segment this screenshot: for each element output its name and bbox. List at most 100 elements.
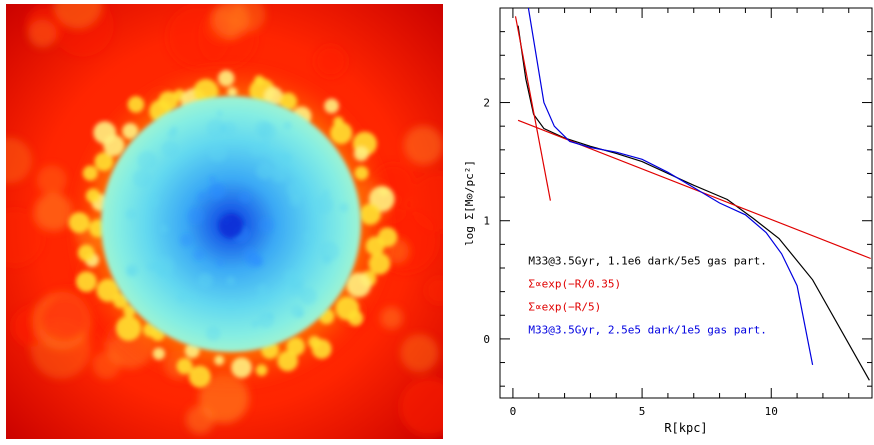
- disk-clump: [287, 181, 305, 200]
- disk-clump: [218, 124, 227, 133]
- legend-entry-3: M33@3.5Gyr, 2.5e5 dark/1e5 gas part.: [528, 323, 766, 336]
- y-axis-label: log Σ[M⊙/pc²]: [463, 160, 476, 246]
- ring-clump: [365, 236, 385, 256]
- ring-clump: [127, 96, 145, 113]
- disk-clump: [137, 150, 157, 171]
- disk-clump: [198, 273, 213, 288]
- outer-clump: [212, 0, 250, 38]
- disk-clump: [206, 118, 226, 139]
- ring-clump: [324, 98, 340, 114]
- disk-clump: [161, 140, 179, 158]
- ring-clump: [176, 358, 193, 375]
- ring-clump: [82, 165, 98, 181]
- ring-clump: [76, 271, 97, 293]
- ring-clump: [188, 365, 211, 388]
- outer-clump: [0, 137, 32, 184]
- profile-chart: 0 5 10 0 1 2 R[kpc] log Σ[M⊙/pc²] M33@3.5Gyr,…: [440, 0, 874, 441]
- ring-clump: [255, 364, 268, 376]
- legend-entry-0: M33@3.5Gyr, 1.1e6 dark/5e5 gas part.: [528, 254, 766, 267]
- disk-clump: [205, 326, 221, 341]
- density-map: [0, 0, 469, 439]
- ring-clump: [115, 315, 142, 341]
- disk-clump: [314, 195, 334, 215]
- ring-clump: [77, 244, 95, 262]
- disk-clump: [273, 151, 291, 169]
- x-tick-label: 10: [765, 405, 778, 418]
- ring-clump: [214, 355, 225, 366]
- legend-entry-1: Σ∝exp(−R/0.35): [528, 277, 621, 290]
- ring-clump: [368, 252, 391, 275]
- disk-clump: [179, 233, 193, 247]
- ring-clump: [96, 278, 120, 302]
- disk-clump: [160, 225, 168, 233]
- outer-clump: [400, 334, 439, 373]
- series-line-2: [517, 119, 871, 260]
- disk-clump: [299, 287, 317, 305]
- profile-chart-svg: 0 5 10 0 1 2 R[kpc] log Σ[M⊙/pc²] M33@3.5Gyr,…: [463, 7, 873, 435]
- disk-clump: [167, 129, 177, 139]
- series-line-1: [514, 16, 551, 201]
- disk-clump: [303, 231, 314, 242]
- disk-clump: [257, 284, 268, 295]
- disk-clump: [257, 293, 269, 306]
- ring-clump: [158, 91, 179, 112]
- outer-clump: [92, 351, 121, 380]
- ring-clump: [286, 337, 305, 356]
- ring-clump: [123, 304, 136, 318]
- y-tick-label: 1: [483, 215, 490, 228]
- disk-clump: [238, 191, 251, 204]
- ticks-layer: 0 5 10 0 1 2: [483, 8, 872, 418]
- disk-clump: [127, 267, 136, 276]
- outer-clump: [41, 295, 88, 342]
- disk-clump: [256, 163, 273, 180]
- disk-clump: [188, 292, 196, 301]
- ring-clump: [68, 212, 90, 234]
- disk-clump: [216, 110, 223, 117]
- disk-clump: [228, 300, 236, 308]
- disk-clump: [208, 143, 228, 162]
- disk-clump: [267, 312, 275, 319]
- disk-clump: [154, 256, 175, 276]
- disk-clump: [226, 276, 235, 285]
- series-line-0: [517, 25, 870, 381]
- disk-clump: [270, 167, 287, 183]
- disk-clump: [289, 274, 305, 290]
- disk-clump: [208, 175, 216, 183]
- ring-clump: [330, 122, 353, 145]
- outer-clump: [28, 19, 57, 48]
- disk-clump: [222, 121, 237, 136]
- outer-clump: [380, 306, 403, 330]
- outer-clump: [54, 0, 102, 29]
- outer-clump: [403, 125, 444, 165]
- ring-clump: [359, 203, 381, 225]
- disk-clump: [193, 249, 205, 261]
- ring-clump: [353, 146, 369, 162]
- x-axis-label: R[kpc]: [664, 421, 707, 435]
- outer-clump: [0, 209, 44, 266]
- y-tick-label: 0: [483, 333, 490, 346]
- disk-clump: [321, 255, 332, 266]
- legend: M33@3.5Gyr, 1.1e6 dark/5e5 gas part. Σ∝ex…: [528, 254, 766, 336]
- disk-clump: [249, 142, 264, 156]
- ring-clump: [85, 188, 101, 204]
- ring-clump: [93, 121, 117, 145]
- y-tick-label: 2: [483, 97, 490, 110]
- x-tick-label: 5: [639, 405, 646, 418]
- plot-frame: [499, 7, 873, 399]
- disk-clump: [148, 196, 159, 207]
- disk-clump: [249, 254, 261, 265]
- density-map-image: [0, 0, 469, 439]
- disk-clump: [176, 291, 188, 303]
- outer-clump: [314, 45, 347, 78]
- ring-clump: [122, 122, 139, 140]
- series-line-3: [527, 7, 814, 366]
- ring-clump: [263, 86, 283, 106]
- disk-clump: [132, 169, 152, 188]
- ring-clump: [279, 92, 298, 111]
- disk-clump: [146, 261, 156, 272]
- legend-entry-2: Σ∝exp(−R/5): [528, 300, 601, 313]
- ring-clump: [94, 152, 114, 172]
- outer-clump: [34, 192, 73, 232]
- ring-clump: [277, 350, 298, 372]
- disk-clump: [210, 182, 227, 199]
